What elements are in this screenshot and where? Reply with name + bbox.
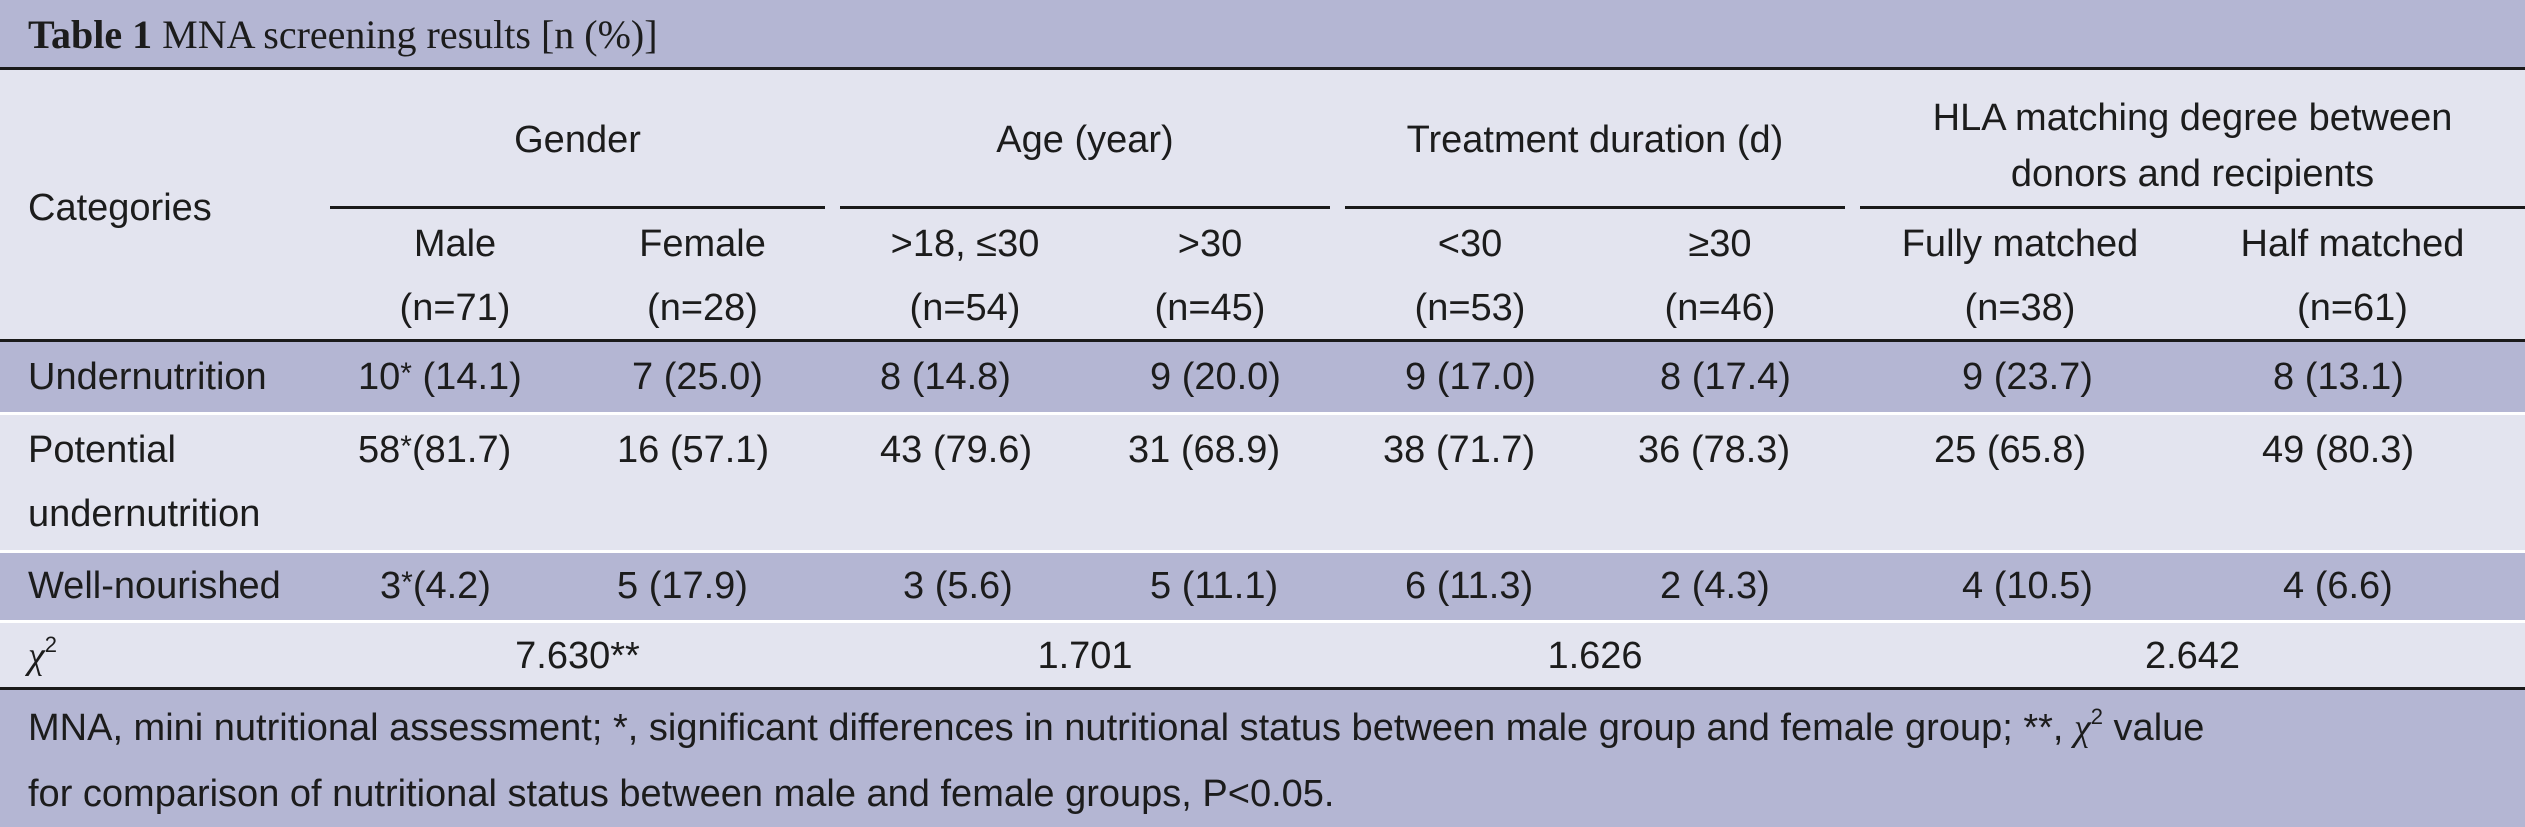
table-number: Table 1 [28, 12, 153, 57]
table-footnote [0, 690, 2525, 827]
row-label-well-nourished: Well-nourished [28, 565, 281, 607]
cell: 8 (14.8) [880, 356, 1011, 398]
group-header-treatment: Treatment duration (d) [1406, 119, 1784, 161]
chi-superscript: 2 [2090, 704, 2103, 729]
cell: 9 (23.7) [1962, 356, 2093, 398]
table-row [0, 342, 2525, 412]
group-rule [1860, 206, 2525, 209]
footnote-text: MNA, mini nutritional assessment; *, sig… [28, 707, 2075, 749]
cell-percent: (4.2) [412, 565, 491, 607]
row-label-undernutrition: Undernutrition [28, 356, 267, 398]
group-rule [840, 206, 1330, 209]
subheader-age-30: >30 [1177, 223, 1243, 265]
cell: 3 (5.6) [903, 565, 1013, 607]
cell-male: 58*(81.7) [358, 418, 511, 482]
group-rule [330, 206, 825, 209]
footnote-line1: MNA, mini nutritional assessment; *, sig… [28, 696, 2204, 760]
subheader-duration-ge30: ≥30 [1688, 223, 1752, 265]
header-categories: Categories [28, 187, 212, 229]
row-label-potential-line2: undernutrition [28, 493, 261, 535]
cell: 8 (13.1) [2273, 356, 2404, 398]
table-title-bar: Table 1 MNA screening results [n (%)] [0, 0, 2525, 70]
table-row [0, 550, 2525, 620]
table-title: Table 1 MNA screening results [n (%)] [28, 10, 658, 60]
significance-star: * [400, 430, 412, 463]
table-caption: MNA screening results [n (%)] [162, 12, 658, 57]
significance-star: * [400, 357, 412, 390]
cell-value: 58 [358, 429, 401, 471]
subheader-male-n: (n=71) [399, 287, 511, 329]
subheader-duration-lt30-n: (n=53) [1414, 287, 1526, 329]
cell: 5 (17.9) [617, 565, 748, 607]
subheader-age-18-30-n: (n=54) [909, 287, 1021, 329]
subheader-duration-lt30: <30 [1437, 223, 1503, 265]
subheader-age-18-30: >18, ≤30 [890, 223, 1040, 265]
subheader-fully-matched-n: (n=38) [1964, 287, 2076, 329]
chi-value-age: 1.701 [1037, 635, 1133, 677]
cell: 31 (68.9) [1128, 429, 1281, 471]
cell-male: 3*(4.2) [380, 554, 491, 618]
cell: 38 (71.7) [1383, 429, 1536, 471]
chi-superscript: 2 [44, 632, 57, 657]
cell: 2 (4.3) [1660, 565, 1770, 607]
cell: 5 (11.1) [1150, 565, 1279, 607]
chi-value-gender: 7.630** [515, 635, 640, 677]
chi-value-treatment: 1.626 [1547, 635, 1643, 677]
cell-value: 3 [380, 565, 402, 607]
group-header-hla-line1: HLA matching degree between [1932, 97, 2453, 139]
group-header-hla-line2: donors and recipients [2010, 153, 2375, 195]
cell: 7 (25.0) [632, 356, 763, 398]
subheader-fully-matched: Fully matched [1901, 223, 2139, 265]
cell-percent: (81.7) [411, 429, 512, 471]
footnote-text: value [2103, 707, 2205, 749]
subheader-age-30-n: (n=45) [1154, 287, 1266, 329]
table-row-chi-square [0, 620, 2525, 690]
group-rule [1345, 206, 1845, 209]
subheader-half-matched: Half matched [2240, 223, 2465, 265]
chi-symbol: χ [28, 635, 45, 677]
row-label-chi-square: χ2 [28, 624, 57, 688]
cell-male: 10* (14.1) [358, 345, 522, 409]
row-label-potential-line1: Potential [28, 429, 176, 471]
cell-percent: (14.1) [422, 356, 522, 398]
subheader-female-n: (n=28) [647, 287, 758, 329]
cell: 6 (11.3) [1405, 565, 1534, 607]
cell: 8 (17.4) [1660, 356, 1791, 398]
group-header-gender: Gender [514, 119, 641, 161]
subheader-duration-ge30-n: (n=46) [1664, 287, 1776, 329]
cell: 36 (78.3) [1638, 429, 1791, 471]
subheader-female: Female [639, 223, 766, 265]
cell: 25 (65.8) [1934, 429, 2087, 471]
cell-value: 10 [358, 356, 401, 398]
significance-star: * [401, 566, 413, 599]
subheader-male: Male [413, 223, 497, 265]
cell: 4 (10.5) [1962, 565, 2093, 607]
cell: 43 (79.6) [880, 429, 1033, 471]
footnote-line2: for comparison of nutritional status bet… [28, 773, 1335, 815]
cell: 9 (20.0) [1150, 356, 1281, 398]
chi-value-hla: 2.642 [2144, 635, 2241, 677]
group-header-age: Age (year) [996, 119, 1174, 161]
cell: 16 (57.1) [617, 429, 770, 471]
cell: 9 (17.0) [1405, 356, 1536, 398]
table-row [0, 412, 2525, 550]
cell: 49 (80.3) [2262, 429, 2415, 471]
chi-symbol: χ [2074, 707, 2091, 749]
subheader-half-matched-n: (n=61) [2297, 287, 2408, 329]
cell: 4 (6.6) [2283, 565, 2393, 607]
